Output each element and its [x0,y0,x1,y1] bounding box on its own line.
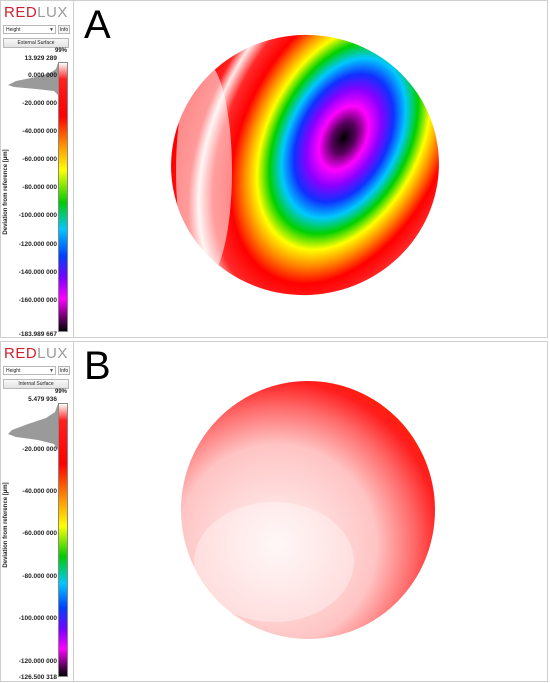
tick-label: -40.000 000 [22,488,57,495]
logo-grey-part: LUX [37,345,68,362]
axis-label: Deviation from reference [µm] [3,482,9,568]
surface-disc-b [181,381,435,639]
surface-button[interactable]: External Surface [3,38,69,48]
color-scale-bar [58,62,68,332]
tick-label: -60.000 000 [22,156,57,163]
view-mode-dropdown[interactable]: Height ▼ [3,25,56,34]
histogram [8,63,58,95]
max-value-label: 5.479 936 [28,396,57,403]
min-value-label: -183.989 667 [18,331,57,338]
tick-label: -80.000 000 [22,573,57,580]
surface-button[interactable]: Internal Surface [3,379,69,389]
sidebar-a: REDLUX Height ▼ Info External Surface 99%… [1,1,73,338]
percent-label: 99% [54,389,67,395]
panel-b: REDLUX Height ▼ Info Internal Surface 99%… [0,341,548,682]
surface-map-b [181,381,435,639]
dropdown-value: Height [6,27,21,33]
tick-label: -60.000 000 [22,530,57,537]
logo-red-part: RED [4,4,38,21]
histogram [8,404,58,450]
tick-label: -100.000 000 [18,212,57,219]
tick-label: -160.000 000 [18,297,57,304]
surface-view-b[interactable]: B [73,342,547,681]
view-mode-dropdown[interactable]: Height ▼ [3,366,56,375]
info-button[interactable]: Info [58,25,70,34]
color-scale-bar [58,403,68,677]
panel-a: REDLUX Height ▼ Info External Surface 99%… [0,0,548,338]
min-value-label: -126.500 318 [18,674,57,681]
info-button[interactable]: Info [58,366,70,375]
sidebar-b: REDLUX Height ▼ Info Internal Surface 99%… [1,342,73,681]
tick-label: -140.000 000 [18,269,57,276]
surface-disc-a [164,26,454,306]
tick-label: -20.000 000 [22,446,57,453]
tick-label: -20.000 000 [22,100,57,107]
percent-label: 99% [54,48,67,54]
surface-map-a [164,26,454,306]
panel-letter: B [84,344,111,388]
max-value-label: 13.929 289 [24,55,57,62]
tick-label: -40.000 000 [22,128,57,135]
tick-label: -80.000 000 [22,184,57,191]
tick-label: -120.000 000 [18,241,57,248]
surface-view-a[interactable]: A [73,1,547,337]
redlux-logo: REDLUX [4,345,68,362]
tick-label: 0.000 000 [28,72,57,79]
chevron-down-icon: ▼ [49,368,54,374]
logo-grey-part: LUX [37,4,68,21]
view-mode-row: Height ▼ Info [3,25,70,35]
chevron-down-icon: ▼ [49,27,54,33]
view-mode-row: Height ▼ Info [3,366,70,376]
redlux-logo: REDLUX [4,4,68,21]
dropdown-value: Height [6,368,21,374]
tick-label: -120.000 000 [18,658,57,665]
panel-letter: A [84,3,111,47]
tick-label: -100.000 000 [18,615,57,622]
axis-label: Deviation from reference [µm] [3,149,9,235]
logo-red-part: RED [4,345,38,362]
